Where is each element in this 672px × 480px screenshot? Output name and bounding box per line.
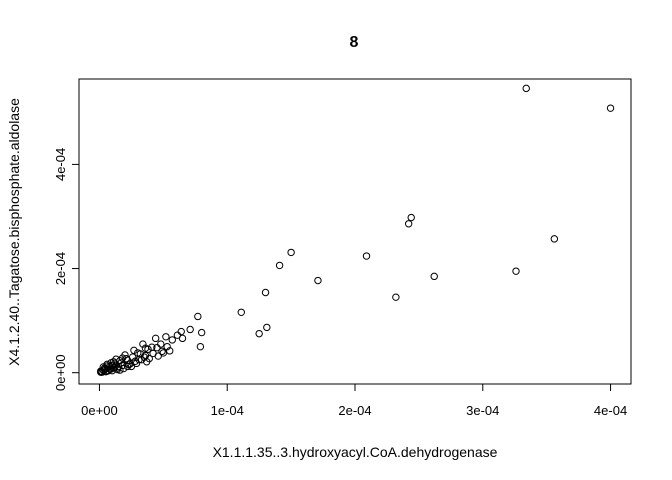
data-point	[153, 344, 161, 352]
data-point	[154, 352, 162, 360]
y-axis-label: X4.1.2.40..Tagatose.bisphosphate.aldolas…	[6, 98, 22, 366]
data-point	[186, 325, 194, 334]
data-point	[130, 346, 138, 355]
x-axis: 0e+00 1e-04 2e-04 3e-04 4e-04	[81, 383, 627, 418]
data-points	[97, 84, 615, 376]
data-point	[158, 347, 166, 356]
data-point	[166, 347, 174, 355]
data-point	[125, 360, 133, 369]
data-point	[550, 235, 559, 243]
data-point	[173, 331, 182, 339]
y-tick-label: 0e+00	[53, 354, 68, 391]
data-point	[145, 354, 153, 363]
data-point	[162, 333, 170, 341]
data-point	[255, 329, 263, 338]
data-point	[123, 362, 132, 371]
data-point	[163, 342, 171, 351]
data-point	[112, 361, 120, 369]
data-point	[99, 366, 107, 374]
data-point	[168, 336, 176, 344]
data-point	[314, 276, 322, 285]
data-point	[407, 213, 415, 222]
x-axis-label: X1.1.1.35..3.hydroxyacyl.CoA.dehydrogena…	[213, 444, 498, 460]
data-point	[362, 252, 371, 260]
data-point	[157, 340, 165, 348]
data-point	[606, 104, 615, 112]
data-point	[512, 267, 520, 275]
data-point	[197, 328, 206, 337]
data-point	[135, 355, 143, 364]
data-point	[117, 359, 125, 367]
data-point	[430, 272, 438, 281]
data-point	[522, 84, 530, 93]
chart-title: 8	[350, 34, 359, 51]
data-point	[194, 312, 202, 321]
x-tick-label: 3e-04	[466, 403, 499, 418]
data-point	[151, 334, 160, 343]
data-point	[139, 340, 147, 348]
data-point	[132, 359, 141, 368]
y-axis: 0e+00 2e-04 4e-04	[53, 148, 80, 391]
data-point	[177, 327, 185, 336]
data-point	[392, 293, 400, 301]
data-point	[275, 261, 284, 270]
y-tick-label: 4e-04	[53, 148, 68, 181]
x-tick-label: 2e-04	[338, 403, 371, 418]
x-tick-label: 4e-04	[594, 403, 627, 418]
data-point	[263, 323, 271, 332]
data-point	[287, 248, 295, 257]
data-point	[141, 344, 150, 352]
data-point	[116, 366, 124, 374]
data-point	[261, 288, 270, 297]
x-tick-label: 1e-04	[211, 403, 244, 418]
data-point	[118, 354, 127, 362]
data-point	[404, 220, 413, 228]
x-tick-label: 0e+00	[81, 403, 118, 418]
data-point	[237, 308, 245, 316]
y-tick-label: 2e-04	[53, 252, 68, 285]
plot-frame	[78, 78, 632, 385]
data-point	[196, 342, 205, 351]
